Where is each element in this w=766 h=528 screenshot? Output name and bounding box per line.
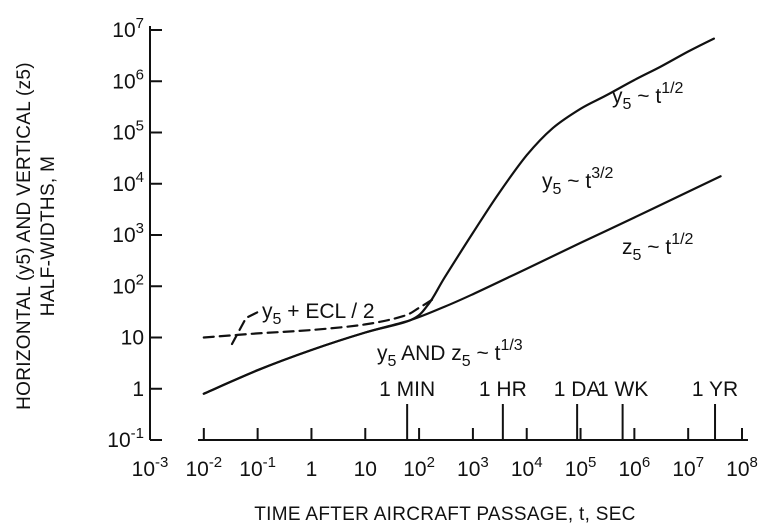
y-tick-label: 106 (112, 66, 144, 93)
x-axis-title: TIME AFTER AIRCRAFT PASSAGE, t, SEC (254, 504, 635, 525)
series-line-z5 (202, 175, 722, 395)
x-tick-label: 103 (457, 454, 489, 481)
labels-group: y5 ~ t1/2 y5 ~ t3/2z5 ~ t1/2 y5 AND z5 ~ t… (14, 62, 694, 525)
y-tick-label: 1 (132, 378, 144, 401)
y-tick-label: 104 (112, 169, 144, 196)
y-tick-label: 10-1 (107, 425, 144, 452)
y-tick-label: 107 (112, 15, 144, 42)
x-tick-label: 1 (306, 458, 318, 481)
series-line-y5-ecl-2 (202, 296, 437, 339)
annotation-leader-line (230, 310, 260, 346)
time-marker-label: 1 WK (597, 378, 648, 401)
time-marker-label: 1 HR (479, 378, 527, 401)
x-tick-label: 108 (726, 454, 758, 481)
y-axis-title-line2: HALF-WIDTHS, M (38, 156, 59, 316)
time-marker-label: 1 MIN (379, 378, 435, 401)
curves-group (202, 37, 722, 395)
time-marker-label: 1 DA (554, 378, 601, 401)
x-tick-label: 106 (619, 454, 651, 481)
x-tick-label: 10-3 (132, 454, 169, 481)
y-tick-label: 103 (112, 220, 144, 247)
x-tick-label: 104 (511, 454, 543, 481)
x-tick-label: 105 (565, 454, 597, 481)
x-tick-label: 10-2 (185, 454, 222, 481)
x-tick-label: 107 (672, 454, 704, 481)
axes-group: 10-1 1 10 102 103 104 105 106 107 10-3 10-2 10-1 1 10… (107, 15, 758, 481)
annotation-y5-t-three-halves: y5 ~ t3/2 (542, 165, 614, 198)
x-tick-label: 102 (403, 454, 435, 481)
x-tick-label: 10 (354, 458, 377, 481)
annotation-y5-ecl: y5 + ECL / 2 (262, 300, 375, 328)
time-marker-label: 1 YR (692, 378, 738, 401)
annotation-y5-t-half: y5 ~ t1/2 (612, 80, 684, 113)
y-axis-title-line1: HORIZONTAL (y5) AND VERTICAL (z5) (14, 62, 35, 410)
y-tick-label: 105 (112, 118, 144, 145)
annotation-z5-t-half: z5 ~ t1/2 (622, 231, 694, 264)
x-tick-label: 10-1 (239, 454, 276, 481)
y-tick-label: 102 (112, 271, 144, 298)
annotation-y5-z5-t-third: y5 AND z5 ~ t1/3 (377, 337, 523, 370)
y-tick-label: 10 (121, 327, 144, 350)
